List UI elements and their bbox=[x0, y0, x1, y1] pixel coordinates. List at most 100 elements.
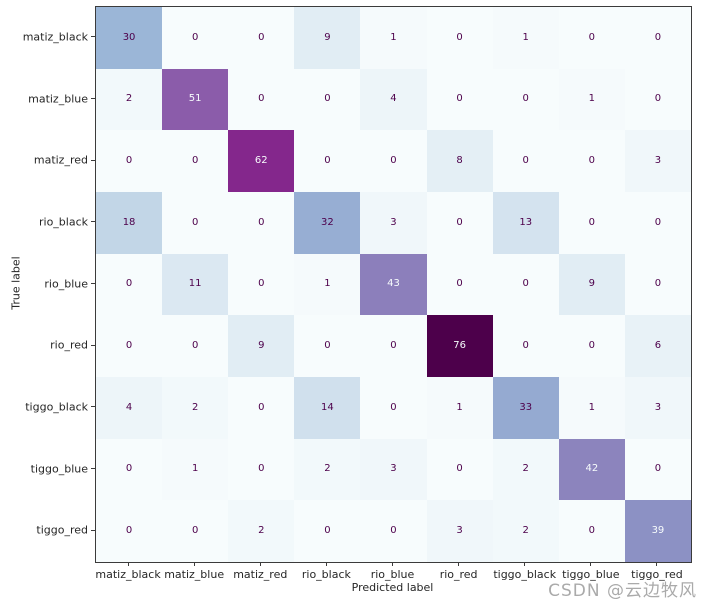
x-tick-mark bbox=[458, 562, 460, 566]
cell-value: 0 bbox=[125, 463, 133, 475]
y-tick-mark bbox=[91, 283, 95, 284]
matrix-cell: 0 bbox=[624, 438, 691, 501]
matrix-cell: 0 bbox=[426, 192, 493, 254]
matrix-cell: 1 bbox=[558, 68, 625, 131]
x-tick-mark bbox=[392, 562, 393, 566]
cell-value: 9 bbox=[588, 278, 595, 290]
cell-value: 2 bbox=[522, 525, 529, 537]
cell-value: 0 bbox=[125, 278, 133, 290]
y-tick-label: rio_black bbox=[38, 215, 88, 229]
x-tick-label: rio_red bbox=[439, 568, 478, 581]
y-tick-mark bbox=[91, 529, 95, 531]
y-tick-mark bbox=[91, 344, 95, 346]
cell-value: 0 bbox=[588, 216, 595, 228]
matrix-cell: 0 bbox=[492, 130, 559, 192]
cell-value: 0 bbox=[191, 525, 199, 537]
matrix-cell: 43 bbox=[360, 253, 427, 316]
cell-value: 1 bbox=[456, 401, 463, 413]
matrix-cell: 14 bbox=[294, 377, 361, 439]
matrix-cell: 0 bbox=[624, 68, 691, 131]
x-tick-mark bbox=[656, 562, 658, 566]
cell-value: 4 bbox=[125, 401, 133, 413]
cell-value: 0 bbox=[456, 463, 463, 475]
cell-value: 1 bbox=[324, 278, 331, 290]
x-tick-label: matiz_red bbox=[233, 568, 288, 581]
heatmap-grid: 30 0 0 9 1 0 1 0 0 2 51 0 0 4 0 0 1 0 0 0 62 0 0 8 0 0 3 18 0 0 32 3 0 13… bbox=[96, 7, 691, 562]
cell-value: 0 bbox=[258, 93, 265, 105]
cell-value: 42 bbox=[585, 463, 599, 475]
y-tick-label: matiz_red bbox=[33, 153, 88, 167]
matrix-cell: 4 bbox=[360, 68, 427, 131]
matrix-cell: 0 bbox=[96, 438, 163, 501]
matrix-cell: 0 bbox=[492, 315, 559, 377]
matrix-cell: 0 bbox=[426, 68, 493, 131]
matrix-cell: 0 bbox=[558, 500, 625, 562]
matrix-cell: 2 bbox=[228, 500, 295, 562]
cell-value: 76 bbox=[453, 340, 466, 352]
cell-value: 0 bbox=[654, 93, 662, 105]
cell-value: 0 bbox=[125, 155, 133, 167]
cell-value: 3 bbox=[654, 155, 662, 167]
cell-value: 51 bbox=[188, 93, 202, 105]
cell-value: 6 bbox=[654, 340, 662, 352]
cell-value: 33 bbox=[519, 401, 533, 413]
cell-value: 0 bbox=[258, 278, 265, 290]
matrix-cell: 18 bbox=[96, 192, 163, 254]
cell-value: 0 bbox=[522, 340, 529, 352]
cell-value: 62 bbox=[254, 155, 268, 167]
matrix-cell: 0 bbox=[558, 315, 625, 377]
cell-value: 1 bbox=[390, 31, 397, 43]
matrix-cell: 9 bbox=[294, 7, 361, 69]
matrix-cell: 3 bbox=[426, 500, 493, 562]
matrix-cell: 2 bbox=[294, 438, 361, 501]
matrix-cell: 1 bbox=[294, 253, 361, 316]
cell-value: 0 bbox=[125, 525, 133, 537]
matrix-cell: 0 bbox=[624, 253, 691, 316]
cell-value: 0 bbox=[125, 340, 133, 352]
matrix-cell: 1 bbox=[492, 7, 559, 69]
matrix-cell: 0 bbox=[558, 192, 625, 254]
matrix-cell: 0 bbox=[294, 500, 361, 562]
cell-value: 0 bbox=[324, 525, 331, 537]
cell-value: 0 bbox=[390, 525, 397, 537]
cell-value: 3 bbox=[456, 525, 463, 537]
matrix-cell: 62 bbox=[228, 130, 295, 192]
matrix-cell: 8 bbox=[426, 130, 493, 192]
matrix-cell: 0 bbox=[162, 315, 229, 377]
matrix-cell: 0 bbox=[228, 253, 295, 316]
matrix-cell: 33 bbox=[492, 377, 559, 439]
matrix-cell: 39 bbox=[624, 500, 691, 562]
cell-value: 18 bbox=[122, 216, 136, 228]
cell-value: 0 bbox=[324, 155, 331, 167]
matrix-cell: 9 bbox=[558, 253, 625, 316]
cell-value: 0 bbox=[390, 340, 397, 352]
matrix-cell: 0 bbox=[96, 315, 163, 377]
cell-value: 11 bbox=[188, 278, 202, 290]
cell-value: 1 bbox=[191, 463, 199, 475]
matrix-cell: 0 bbox=[228, 68, 295, 131]
matrix-cell: 0 bbox=[294, 315, 361, 377]
cell-value: 0 bbox=[588, 525, 595, 537]
y-tick-mark bbox=[91, 221, 95, 223]
matrix-cell: 0 bbox=[228, 192, 295, 254]
watermark: CSDN @云边牧风 bbox=[548, 581, 697, 601]
cell-value: 9 bbox=[258, 340, 265, 352]
cell-value: 0 bbox=[390, 155, 397, 167]
y-tick-label: matiz_black bbox=[22, 30, 88, 44]
matrix-cell: 0 bbox=[162, 130, 229, 192]
cell-value: 0 bbox=[191, 216, 199, 228]
cell-value: 0 bbox=[522, 155, 529, 167]
x-tick-mark bbox=[259, 562, 261, 566]
matrix-cell: 3 bbox=[360, 192, 427, 254]
y-tick-mark bbox=[91, 406, 95, 408]
cell-value: 0 bbox=[522, 93, 529, 105]
matrix-cell: 0 bbox=[558, 130, 625, 192]
matrix-cell: 2 bbox=[492, 438, 559, 501]
x-tick-mark bbox=[325, 562, 327, 566]
x-tick-mark bbox=[127, 562, 129, 566]
matrix-cell: 11 bbox=[162, 253, 229, 316]
matrix-cell: 13 bbox=[492, 192, 559, 254]
matrix-cell: 2 bbox=[492, 500, 559, 562]
matrix-cell: 2 bbox=[96, 68, 163, 131]
